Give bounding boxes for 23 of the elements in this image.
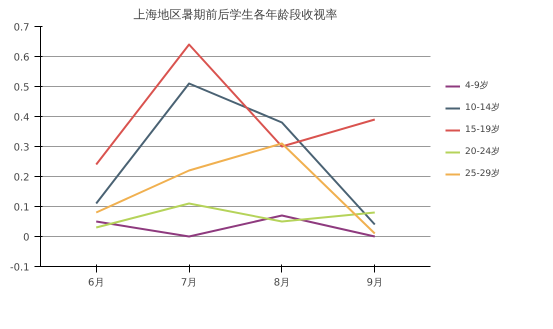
line-series [95, 202, 376, 228]
legend-label: 15-19岁 [465, 124, 500, 136]
x-tick-label: 7月 [180, 278, 198, 288]
y-tick-label: -0.1 [10, 262, 30, 274]
line-series [95, 142, 376, 234]
x-tick-label: 8月 [274, 278, 290, 288]
y-tick-label: 0.1 [14, 202, 30, 214]
y-tick-label: 0.6 [14, 52, 30, 64]
legend-label: 4-9岁 [465, 80, 489, 92]
line-series [95, 44, 376, 166]
y-tick-label: 0.2 [14, 172, 30, 184]
legend-label: 10-14岁 [465, 102, 500, 114]
legend-label: 25-29岁 [465, 168, 500, 180]
y-tick-label: 0.7 [14, 22, 30, 34]
y-tick-label: 0.3 [14, 142, 30, 154]
x-tick-label: 6月 [88, 278, 104, 288]
y-tick-label: 0 [23, 232, 30, 244]
chart-title: 上海地区暑期前后学生各年龄段收视率 [134, 8, 338, 22]
y-tick-label: 0.5 [14, 82, 30, 94]
line-series [95, 82, 376, 226]
x-tick-label: 9月 [366, 278, 383, 288]
legend-label: 20-24岁 [465, 146, 500, 158]
y-tick-label: 0.4 [14, 112, 30, 124]
